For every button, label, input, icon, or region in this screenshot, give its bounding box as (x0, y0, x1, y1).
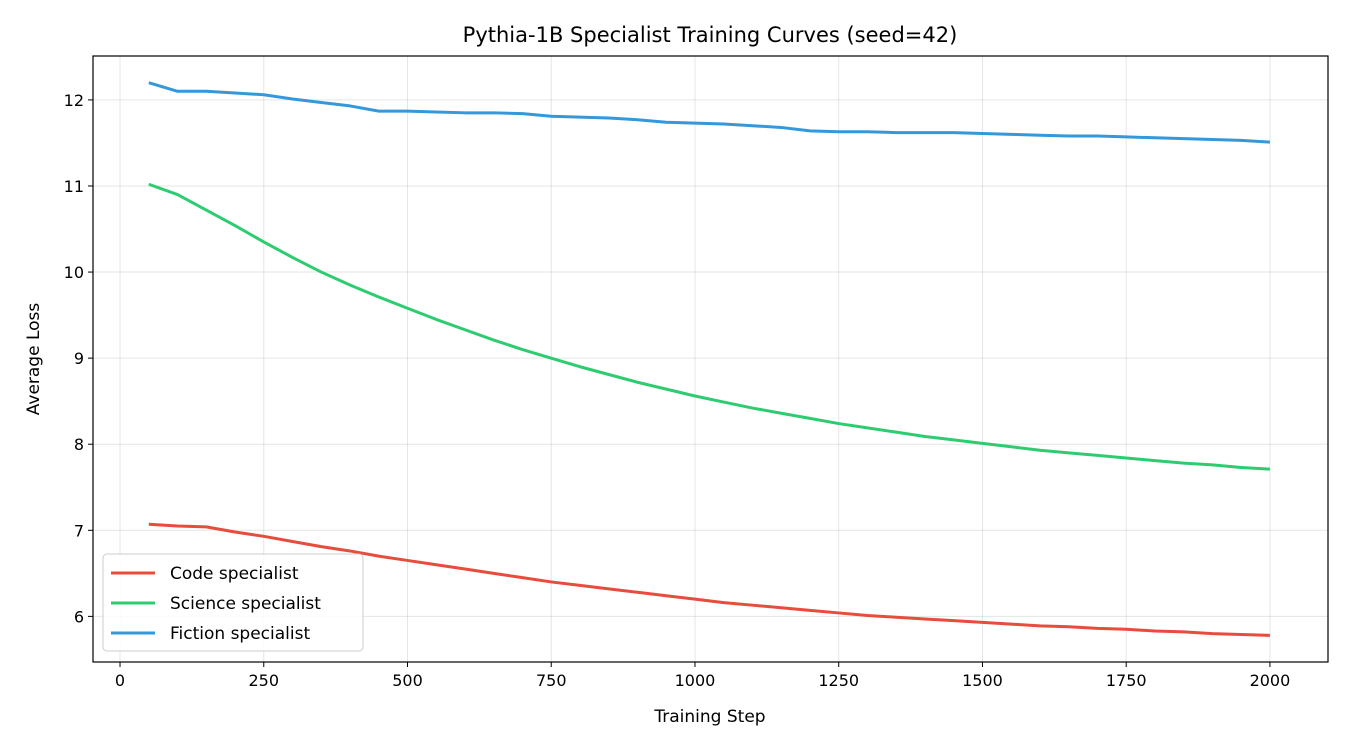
legend-label: Fiction specialist (170, 624, 310, 644)
x-tick-label: 750 (536, 671, 567, 690)
y-tick-label: 6 (74, 607, 84, 626)
y-tick-label: 10 (64, 263, 84, 282)
plot-frame (92, 55, 1329, 663)
x-tick-label: 1500 (962, 671, 1003, 690)
x-tick-label: 0 (115, 671, 125, 690)
y-tick-label: 12 (64, 91, 84, 110)
legend-box (102, 553, 364, 652)
series-lines (148, 81, 1271, 637)
y-tick-label: 8 (74, 435, 84, 454)
grid (93, 56, 1328, 662)
y-tick-label: 11 (64, 177, 84, 196)
series-line-code-specialist (148, 522, 1270, 637)
y-tick-label: 9 (74, 349, 84, 368)
x-tick-label: 1750 (1106, 671, 1147, 690)
y-tick-label: 7 (74, 521, 84, 540)
x-tick-label: 1000 (675, 671, 716, 690)
legend-label: Code specialist (170, 564, 299, 584)
x-tick-label: 500 (392, 671, 423, 690)
x-tick-label: 1250 (818, 671, 859, 690)
x-axis-label: Training Step (653, 707, 765, 727)
legend-label: Science specialist (170, 594, 321, 614)
ticks: 0 250 500 750 1000 1250 1500 1750 2000 6 7 8 9 10 11 12 (64, 91, 1291, 690)
series-line-science-specialist (148, 182, 1271, 471)
x-tick-label: 2000 (1250, 671, 1291, 690)
legend: Code specialist Science specialist Fiction… (102, 553, 364, 652)
series-line-fiction-specialist (148, 81, 1271, 144)
chart-title: Pythia-1B Specialist Training Curves (se… (463, 23, 958, 47)
x-tick-label: 250 (248, 671, 279, 690)
y-axis-label: Average Loss (24, 303, 44, 416)
